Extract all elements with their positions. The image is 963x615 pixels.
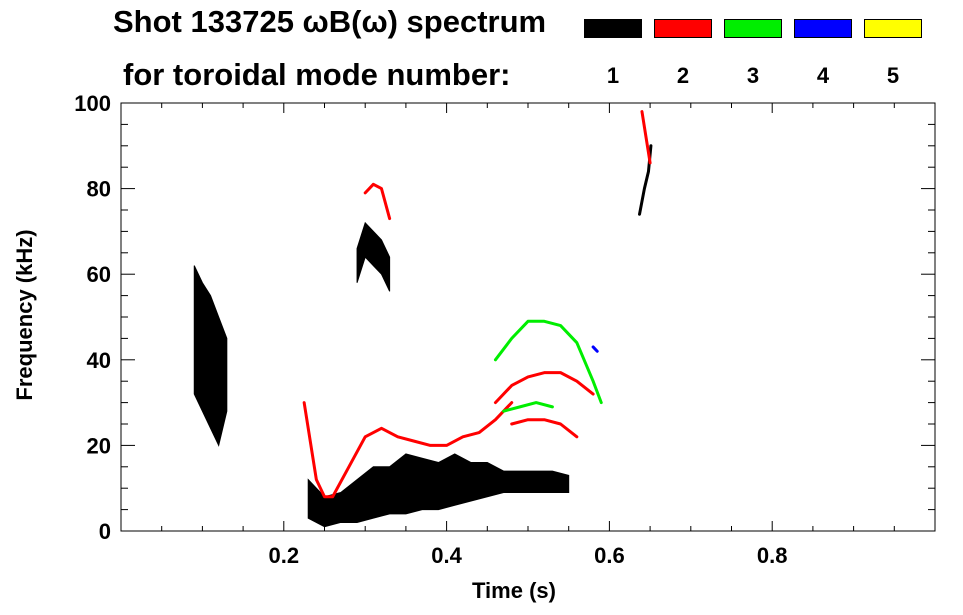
series-line-n-3-low <box>502 401 554 413</box>
series-line-n-2-high <box>363 182 392 221</box>
x-tick-label: 0.6 <box>594 543 625 568</box>
series-layer <box>193 110 653 528</box>
series-line-n-4 <box>591 345 599 353</box>
axis-layer: 0.2 0.4 0.6 0.8 0 20 40 60 80 100 <box>74 91 935 568</box>
legend-swatch-5 <box>864 19 922 38</box>
series-band-n-1-burst <box>356 221 391 292</box>
series-line-n-2-lower-branch <box>510 418 579 439</box>
legend-swatch-2 <box>654 19 712 38</box>
legend-swatch-1 <box>584 19 642 38</box>
legend-label-3: 3 <box>746 63 760 88</box>
series-band-n-1-early <box>193 265 228 447</box>
chart-title-line-2: for toroidal mode number: <box>123 57 511 92</box>
legend-label-5: 5 <box>886 63 900 88</box>
legend-swatch-3 <box>724 19 782 38</box>
y-tick-label: 0 <box>99 519 111 544</box>
legend-label-4: 4 <box>816 63 830 88</box>
series-line-n-2 <box>302 401 514 499</box>
y-tick-label: 80 <box>87 177 111 202</box>
legend-label-1: 1 <box>606 63 620 88</box>
series-line-n-2-upper-branch <box>493 371 595 405</box>
x-axis-title: Time (s) <box>472 578 556 603</box>
legend-swatch-4 <box>794 19 852 38</box>
plot-frame <box>120 102 936 532</box>
series-line-n-3 <box>493 319 603 405</box>
y-axis-title: Frequency (kHz) <box>12 229 37 400</box>
y-tick-label: 40 <box>87 348 111 373</box>
y-tick-label: 100 <box>74 91 111 116</box>
legend-label-2: 2 <box>676 63 690 88</box>
series-line-n-2-late <box>640 110 652 165</box>
x-tick-label: 0.8 <box>757 543 788 568</box>
chart-title-line-1: Shot 133725 ωB(ω) spectrum <box>113 4 547 39</box>
series-band-n-1 <box>307 453 570 528</box>
y-tick-label: 60 <box>87 262 111 287</box>
y-tick-label: 20 <box>87 433 111 458</box>
x-tick-label: 0.2 <box>269 543 300 568</box>
x-tick-label: 0.4 <box>431 543 462 568</box>
